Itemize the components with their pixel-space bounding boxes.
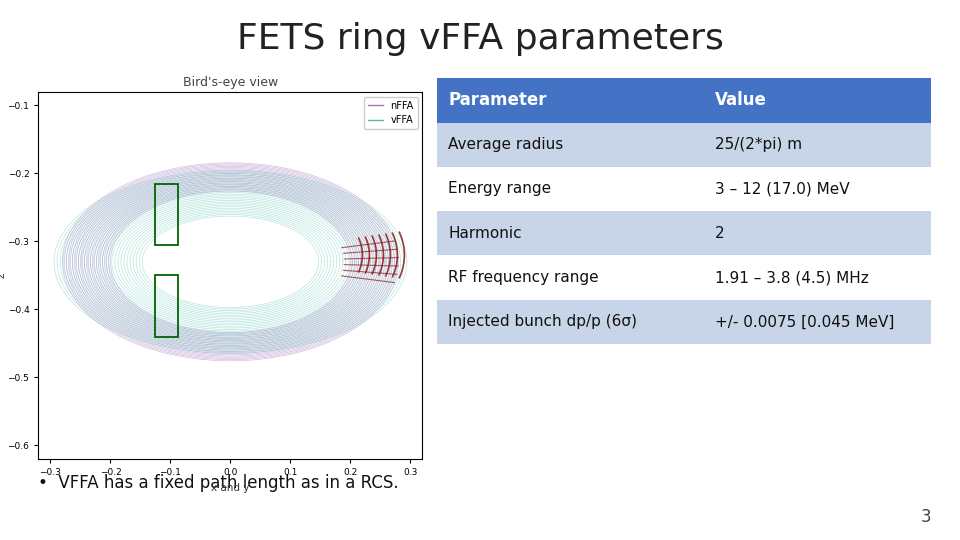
Bar (156, 275, 179, 336)
Title: Bird's-eye view: Bird's-eye view (182, 76, 278, 89)
FancyBboxPatch shape (437, 211, 931, 255)
Text: RF frequency range: RF frequency range (448, 270, 599, 285)
FancyBboxPatch shape (437, 300, 931, 344)
FancyBboxPatch shape (437, 167, 931, 211)
Text: +/- 0.0075 [0.045 MeV]: +/- 0.0075 [0.045 MeV] (715, 314, 895, 329)
Text: •  VFFA has a fixed path length as in a RCS.: • VFFA has a fixed path length as in a R… (38, 474, 399, 492)
Bar (156, 184, 179, 245)
Text: Average radius: Average radius (448, 137, 564, 152)
Text: 2: 2 (715, 226, 725, 241)
Text: Harmonic: Harmonic (448, 226, 522, 241)
Text: 3: 3 (921, 509, 931, 526)
FancyBboxPatch shape (437, 123, 931, 167)
Legend: nFFA, vFFA: nFFA, vFFA (364, 97, 418, 129)
Text: Value: Value (715, 91, 767, 110)
Text: Parameter: Parameter (448, 91, 547, 110)
Y-axis label: z: z (0, 273, 6, 278)
FancyBboxPatch shape (437, 255, 931, 300)
Text: 25/(2*pi) m: 25/(2*pi) m (715, 137, 803, 152)
Text: 1.91 – 3.8 (4.5) MHz: 1.91 – 3.8 (4.5) MHz (715, 270, 869, 285)
X-axis label: x and y: x and y (211, 483, 250, 492)
Text: Injected bunch dp/p (6σ): Injected bunch dp/p (6σ) (448, 314, 637, 329)
Text: FETS ring vFFA parameters: FETS ring vFFA parameters (236, 22, 724, 56)
Text: 3 – 12 (17.0) MeV: 3 – 12 (17.0) MeV (715, 181, 850, 197)
FancyBboxPatch shape (437, 78, 931, 123)
Text: Energy range: Energy range (448, 181, 551, 197)
